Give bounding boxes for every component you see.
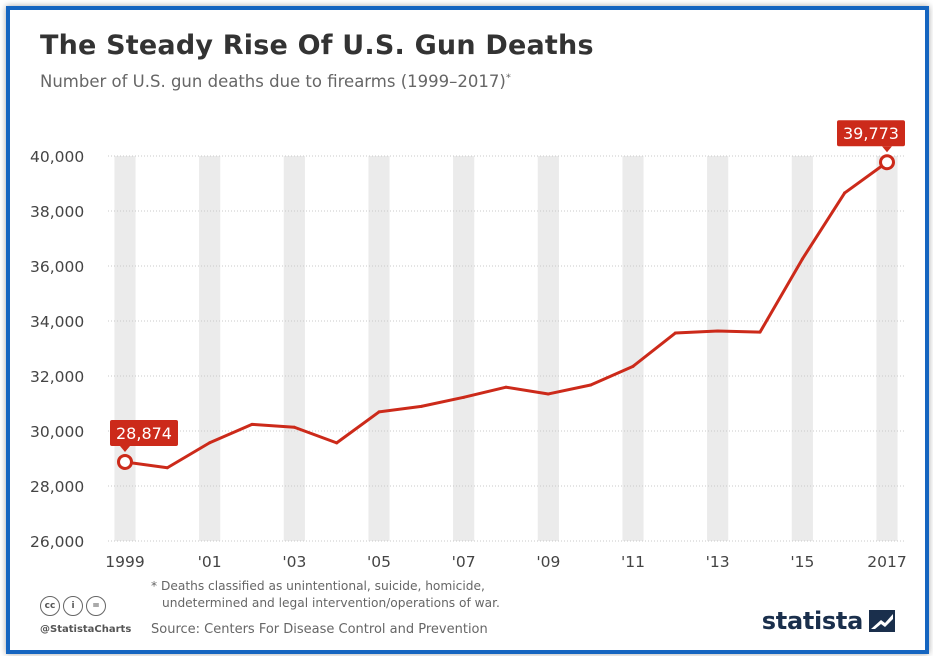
callout-box <box>110 419 178 446</box>
data-point <box>546 392 550 396</box>
data-point <box>292 425 296 429</box>
cc-icon: cc <box>40 596 60 616</box>
year-band <box>199 156 221 541</box>
x-tick-label: '11 <box>621 553 645 571</box>
y-tick-label: 40,000 <box>30 148 84 166</box>
x-tick-label: 1999 <box>105 553 144 571</box>
y-axis-ticks: 26,000 28,000 30,000 32,000 34,000 36,000 38,0… <box>30 148 84 551</box>
social-handle: @StatistaCharts <box>40 624 132 635</box>
data-point <box>504 385 508 389</box>
y-tick-label: 32,000 <box>30 368 84 386</box>
data-point <box>335 441 339 445</box>
year-band <box>453 156 475 541</box>
x-tick-label: '01 <box>198 553 222 571</box>
year-band <box>537 156 559 541</box>
year-band <box>283 156 305 541</box>
x-tick-label: '09 <box>536 553 560 571</box>
x-tick-label: '07 <box>452 553 476 571</box>
statista-logo-icon <box>869 610 895 632</box>
y-tick-label: 38,000 <box>30 203 84 221</box>
line-chart: 26,000 28,000 30,000 32,000 34,000 36,000 38,0… <box>30 120 907 571</box>
data-point <box>800 257 804 261</box>
x-tick-label: 2017 <box>867 553 906 571</box>
annotations: 28,874 39,773 <box>110 120 905 470</box>
no-derivatives-icon: = <box>86 596 106 616</box>
license-icons: cc i = <box>40 596 106 616</box>
source-note: Source: Centers For Disease Control and … <box>151 622 488 637</box>
data-point <box>377 410 381 414</box>
year-bands <box>114 156 898 541</box>
x-tick-label: '05 <box>367 553 391 571</box>
data-point <box>716 329 720 333</box>
data-point <box>589 383 593 387</box>
highlight-marker <box>117 453 133 470</box>
callout-label: 28,874 <box>116 424 172 443</box>
y-tick-label: 28,000 <box>30 478 84 496</box>
data-point <box>631 364 635 368</box>
footnote-line-2: undetermined and legal intervention/oper… <box>162 596 500 610</box>
data-point <box>419 404 423 408</box>
callout-pointer <box>120 445 130 452</box>
data-point <box>758 330 762 334</box>
y-tick-label: 36,000 <box>30 258 84 276</box>
x-tick-label: '03 <box>282 553 306 571</box>
y-tick-label: 34,000 <box>30 313 84 331</box>
brand-name: statista <box>761 607 864 635</box>
data-point <box>462 395 466 399</box>
year-band <box>707 156 729 541</box>
y-tick-label: 26,000 <box>30 533 84 551</box>
callout-pointer <box>882 146 892 153</box>
statista-logo: statista <box>762 607 895 635</box>
footnote: * Deaths classified as unintentional, su… <box>151 578 611 612</box>
attribution-icon: i <box>63 596 83 616</box>
x-tick-label: '13 <box>706 553 730 571</box>
year-band <box>622 156 644 541</box>
year-band <box>368 156 390 541</box>
series-layer <box>123 160 889 470</box>
x-axis-ticks: 1999 '01 '03 '05 '07 '09 '11 '13 '15 2017 <box>105 553 906 571</box>
gridlines <box>108 155 904 542</box>
callout-label: 39,773 <box>843 124 899 143</box>
chart-frame: The Steady Rise Of U.S. Gun Deaths Numbe… <box>6 6 929 654</box>
data-point <box>843 191 847 195</box>
year-band <box>114 156 136 541</box>
data-point <box>673 331 677 335</box>
subtitle-text: Number of U.S. gun deaths due to firearm… <box>40 72 506 91</box>
year-band <box>876 156 898 541</box>
y-tick-label: 30,000 <box>30 423 84 441</box>
subtitle-footnote-mark: * <box>505 72 511 84</box>
series-line <box>123 160 889 470</box>
callout-box <box>837 120 905 147</box>
chart-subtitle: Number of U.S. gun deaths due to firearm… <box>40 72 511 91</box>
chart-title: The Steady Rise Of U.S. Gun Deaths <box>40 30 594 61</box>
highlight-marker <box>879 154 895 171</box>
data-point <box>250 422 254 426</box>
data-point <box>165 466 169 470</box>
x-tick-label: '15 <box>790 553 814 571</box>
footnote-line-1: * Deaths classified as unintentional, su… <box>151 579 485 593</box>
data-point <box>208 441 212 445</box>
year-band <box>791 156 813 541</box>
